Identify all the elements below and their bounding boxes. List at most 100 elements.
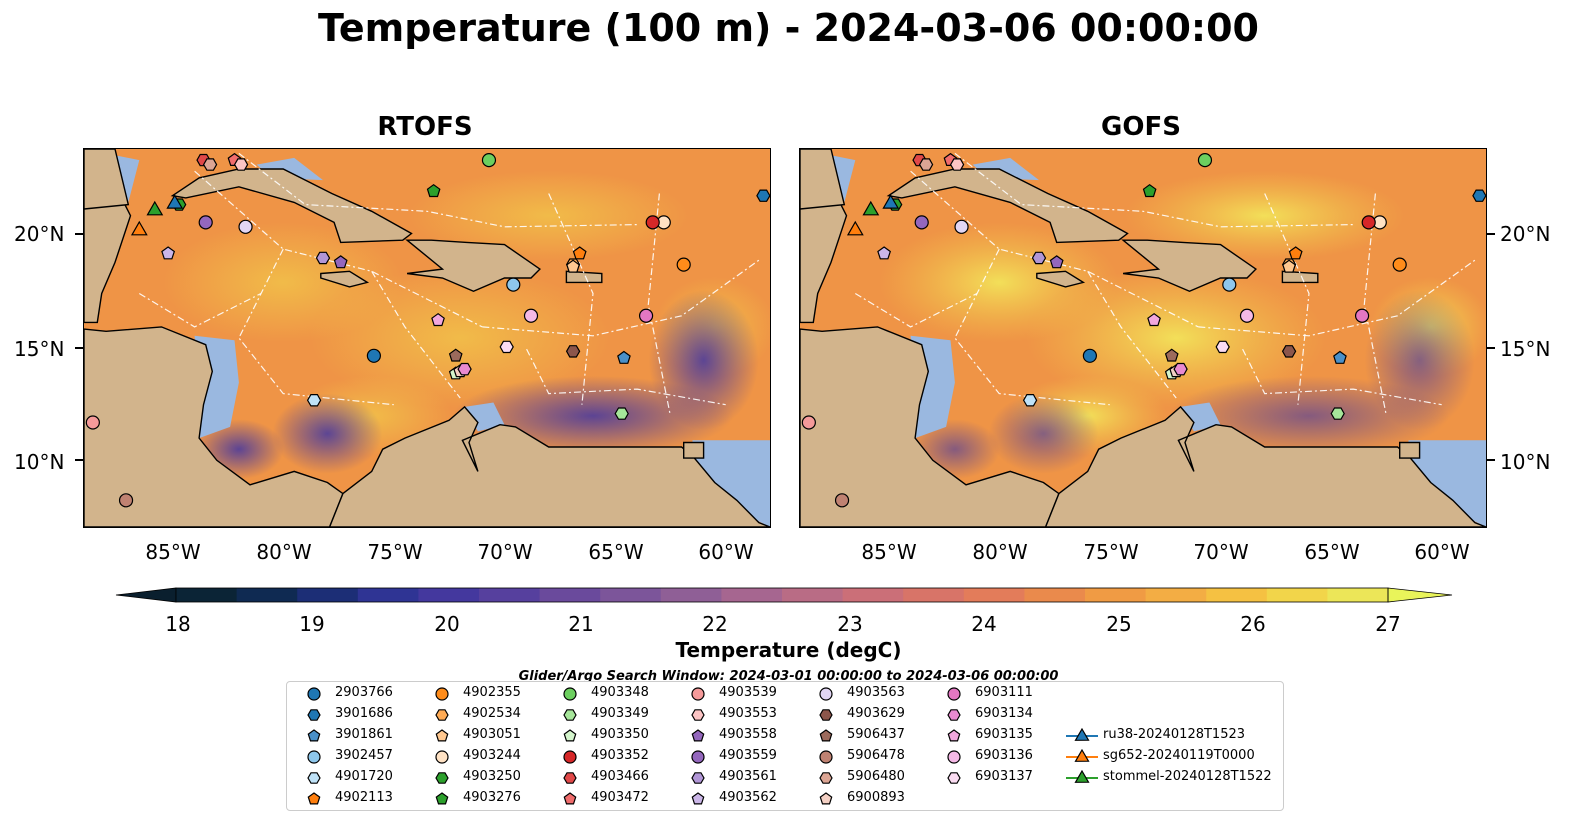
legend-marker [307,792,321,805]
legend-hexagon [691,709,705,721]
float-4902355 [1392,257,1407,272]
land-hispaniola [405,239,541,293]
legend-pentagon [691,792,705,805]
float-5906478 [834,493,850,508]
float-4903349 [1330,407,1345,420]
legend-marker [563,687,577,701]
legend-pentagon [947,729,961,742]
colorbar-tick-label: 26 [1240,612,1266,636]
legend-label: 4903244 [463,748,521,763]
float-6903111 [1354,308,1370,323]
land-trinidad [683,441,705,459]
colorbar-segment [1024,588,1086,602]
legend-circle [947,750,961,764]
legend-marker [307,772,321,784]
legend-label: 3901686 [335,706,393,721]
legend-triangle [1074,749,1090,762]
float-4903559 [914,215,929,230]
legend-label: 5906478 [847,748,905,763]
float-3901686 [1472,189,1486,202]
land-puerto-rico [1281,270,1319,284]
float-4901720 [306,394,322,407]
land-cuba [170,168,413,244]
glider-sg652-20240119T0000 [130,220,148,236]
land-hispaniola [1121,239,1257,293]
legend-label: 4903348 [591,685,649,700]
legend-label: 5906437 [847,727,905,742]
legend-pentagon [563,729,577,742]
colorbar-segment [1085,588,1147,602]
float-4903349 [614,407,629,420]
legend-label: 3902457 [335,748,393,763]
colorbar-label: Temperature (degC) [675,638,902,662]
float-4903558 [333,255,348,269]
legend-pentagon [819,729,833,742]
float-4903553 [233,158,249,171]
legend-label: 6903137 [975,769,1033,784]
colorbar-segment [1266,588,1328,602]
legend-circle [947,687,961,701]
legend-label: 6903111 [975,685,1033,700]
gofs-map [799,148,1487,528]
colorbar-extend-max [1387,587,1453,603]
legend-marker [563,709,577,721]
legend-label: 4903349 [591,706,649,721]
land-puerto-rico [565,270,603,284]
legend-label: 6903136 [975,748,1033,763]
colorbar-segment [1327,588,1389,602]
legend-label: 4903559 [719,748,777,763]
float-4903558 [1049,255,1064,269]
legend-label: 4903352 [591,748,649,763]
colorbar-segment [539,588,601,602]
legend-label: 4903250 [463,769,521,784]
legend-label: 2903766 [335,685,393,700]
legend-marker [691,792,705,805]
legend-marker [819,687,833,701]
legend-marker [563,750,577,764]
float-6903136 [1239,308,1255,323]
colorbar-segment [721,588,783,602]
lat-label-15n-right: 15°N [1500,337,1551,361]
float-4901720 [1022,394,1038,407]
figure-title: Temperature (100 m) - 2024-03-06 00:00:0… [317,6,1259,50]
legend-marker [307,750,321,764]
colorbar-segment [903,588,965,602]
legend-hexagon [563,709,577,721]
search-window-text: Glider/Argo Search Window: 2024-03-01 00… [518,669,1059,684]
colorbar-segment [297,588,359,602]
colorbar-segment [418,588,480,602]
colorbar-extend-min [115,587,177,603]
land-trinidad [1399,441,1421,459]
legend-marker [1066,770,1098,783]
legend-marker [435,687,449,701]
legend-marker [819,792,833,805]
legend-marker [1066,749,1098,762]
lat-tick [75,459,83,461]
float-5906480 [918,158,934,171]
glider-ru38-20240128T1523 [166,194,184,209]
float-4902113 [1288,246,1303,260]
legend-label: 4903562 [719,790,777,805]
legend-marker [819,709,833,721]
float-4903629 [1281,345,1297,358]
legend-label: 4903051 [463,727,521,742]
legend-hexagon [947,709,961,721]
float-3901861 [1333,350,1347,364]
legend-label: 6900893 [847,790,905,805]
legend-marker [307,729,321,742]
float-5906480 [202,158,218,171]
float-4903352 [645,215,660,230]
legend-label: 4903350 [591,727,649,742]
float-4903352 [1361,215,1376,230]
float-6903135 [1147,312,1161,327]
legend-label: 5906480 [847,769,905,784]
colorbar-segment [1206,588,1268,602]
legend-label: 3901861 [335,727,393,742]
legend-label: 6903135 [975,727,1033,742]
land-yucatan-north [84,149,130,210]
lat-label-20n-left: 20°N [14,222,65,246]
lat-label-20n-right: 20°N [1500,222,1551,246]
float-4903629 [565,345,581,358]
legend-label: 4902113 [335,790,393,805]
legend-circle [563,750,577,764]
